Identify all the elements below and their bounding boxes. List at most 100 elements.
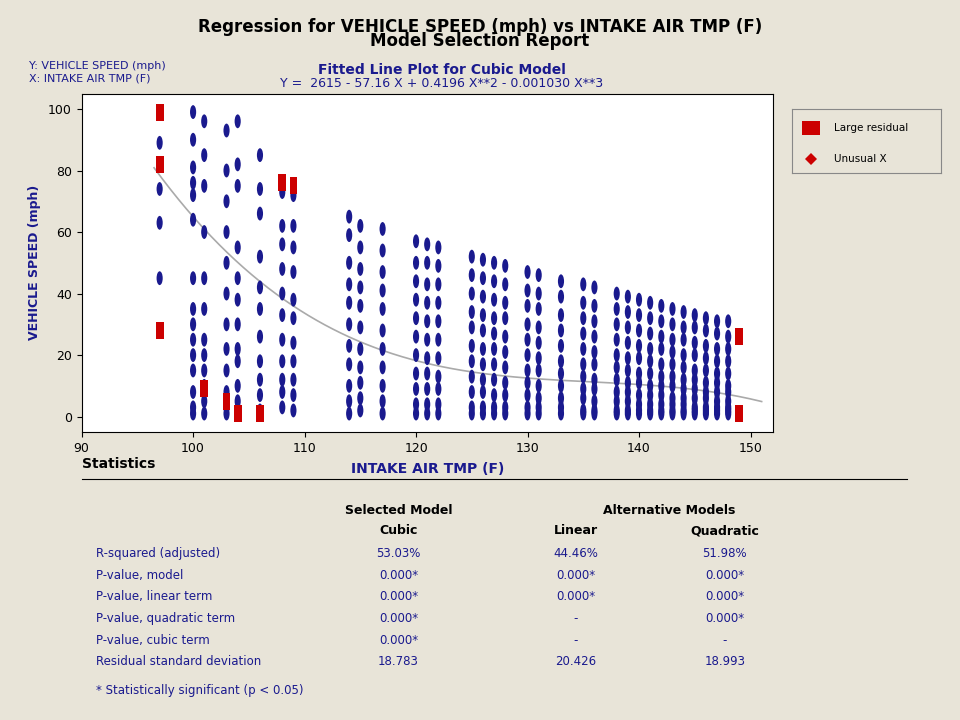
Ellipse shape bbox=[502, 376, 508, 390]
Ellipse shape bbox=[357, 299, 364, 312]
Ellipse shape bbox=[480, 289, 486, 304]
Ellipse shape bbox=[357, 342, 364, 356]
Ellipse shape bbox=[156, 136, 162, 150]
Ellipse shape bbox=[558, 339, 564, 353]
Text: 0.000*: 0.000* bbox=[557, 569, 595, 582]
Ellipse shape bbox=[279, 238, 285, 251]
Ellipse shape bbox=[379, 379, 386, 393]
Ellipse shape bbox=[703, 407, 709, 420]
Text: Alternative Models: Alternative Models bbox=[604, 504, 735, 517]
Ellipse shape bbox=[659, 315, 664, 328]
Ellipse shape bbox=[692, 348, 698, 362]
Ellipse shape bbox=[413, 293, 420, 307]
Ellipse shape bbox=[558, 400, 564, 414]
Text: 0.000*: 0.000* bbox=[379, 634, 418, 647]
Ellipse shape bbox=[234, 179, 241, 193]
Ellipse shape bbox=[681, 373, 686, 387]
Ellipse shape bbox=[558, 354, 564, 368]
Ellipse shape bbox=[290, 388, 297, 402]
Ellipse shape bbox=[224, 256, 229, 270]
Text: Large residual: Large residual bbox=[833, 123, 908, 133]
Ellipse shape bbox=[558, 308, 564, 322]
Ellipse shape bbox=[224, 364, 229, 377]
Ellipse shape bbox=[647, 366, 653, 380]
Ellipse shape bbox=[435, 259, 442, 273]
Ellipse shape bbox=[347, 395, 352, 408]
Ellipse shape bbox=[669, 318, 676, 331]
Ellipse shape bbox=[202, 364, 207, 377]
Ellipse shape bbox=[491, 388, 497, 402]
Ellipse shape bbox=[424, 397, 430, 411]
Ellipse shape bbox=[202, 179, 207, 193]
Ellipse shape bbox=[502, 311, 508, 325]
Ellipse shape bbox=[234, 114, 241, 128]
Ellipse shape bbox=[502, 388, 508, 402]
Ellipse shape bbox=[536, 364, 541, 377]
Ellipse shape bbox=[480, 385, 486, 399]
Text: P-value, model: P-value, model bbox=[96, 569, 183, 582]
Ellipse shape bbox=[435, 369, 442, 384]
Ellipse shape bbox=[703, 364, 709, 377]
Ellipse shape bbox=[558, 289, 564, 304]
Ellipse shape bbox=[279, 262, 285, 276]
Text: 0.000*: 0.000* bbox=[379, 569, 418, 582]
Ellipse shape bbox=[491, 311, 497, 325]
Ellipse shape bbox=[279, 308, 285, 322]
Ellipse shape bbox=[636, 388, 642, 402]
Ellipse shape bbox=[480, 373, 486, 387]
Ellipse shape bbox=[290, 188, 297, 202]
Ellipse shape bbox=[591, 407, 597, 420]
Ellipse shape bbox=[202, 333, 207, 346]
Ellipse shape bbox=[257, 388, 263, 402]
Ellipse shape bbox=[524, 284, 531, 297]
Y-axis label: VEHICLE SPEED (mph): VEHICLE SPEED (mph) bbox=[28, 185, 41, 341]
Ellipse shape bbox=[413, 330, 420, 343]
Ellipse shape bbox=[714, 342, 720, 356]
Ellipse shape bbox=[659, 330, 664, 343]
Ellipse shape bbox=[224, 342, 229, 356]
Text: 0.000*: 0.000* bbox=[706, 590, 744, 603]
Ellipse shape bbox=[347, 277, 352, 292]
Ellipse shape bbox=[613, 385, 620, 399]
Ellipse shape bbox=[714, 395, 720, 408]
Ellipse shape bbox=[613, 318, 620, 331]
Ellipse shape bbox=[714, 376, 720, 390]
Ellipse shape bbox=[379, 222, 386, 236]
Ellipse shape bbox=[625, 395, 631, 408]
Text: 0.000*: 0.000* bbox=[379, 612, 418, 625]
Ellipse shape bbox=[580, 369, 587, 384]
Ellipse shape bbox=[524, 299, 531, 312]
Ellipse shape bbox=[524, 318, 531, 331]
Ellipse shape bbox=[580, 357, 587, 372]
Ellipse shape bbox=[224, 400, 229, 414]
Text: * Statistically significant (p < 0.05): * Statistically significant (p < 0.05) bbox=[96, 684, 303, 697]
Ellipse shape bbox=[357, 376, 364, 390]
Ellipse shape bbox=[703, 400, 709, 414]
Ellipse shape bbox=[413, 382, 420, 396]
Ellipse shape bbox=[647, 397, 653, 411]
Ellipse shape bbox=[636, 407, 642, 420]
Ellipse shape bbox=[491, 274, 497, 288]
Ellipse shape bbox=[536, 268, 541, 282]
Ellipse shape bbox=[379, 361, 386, 374]
Ellipse shape bbox=[491, 327, 497, 341]
Ellipse shape bbox=[536, 407, 541, 420]
Ellipse shape bbox=[257, 182, 263, 196]
Ellipse shape bbox=[613, 302, 620, 316]
Ellipse shape bbox=[290, 354, 297, 368]
Ellipse shape bbox=[435, 382, 442, 396]
Ellipse shape bbox=[580, 342, 587, 356]
Text: 20.426: 20.426 bbox=[556, 655, 596, 668]
Ellipse shape bbox=[190, 161, 196, 174]
Ellipse shape bbox=[413, 407, 420, 420]
Ellipse shape bbox=[613, 407, 620, 420]
Ellipse shape bbox=[714, 400, 720, 414]
Ellipse shape bbox=[669, 391, 676, 405]
Ellipse shape bbox=[669, 302, 676, 316]
Ellipse shape bbox=[725, 354, 732, 368]
Ellipse shape bbox=[659, 357, 664, 372]
Ellipse shape bbox=[591, 315, 597, 328]
Ellipse shape bbox=[480, 271, 486, 285]
Ellipse shape bbox=[536, 400, 541, 414]
Ellipse shape bbox=[190, 333, 196, 346]
